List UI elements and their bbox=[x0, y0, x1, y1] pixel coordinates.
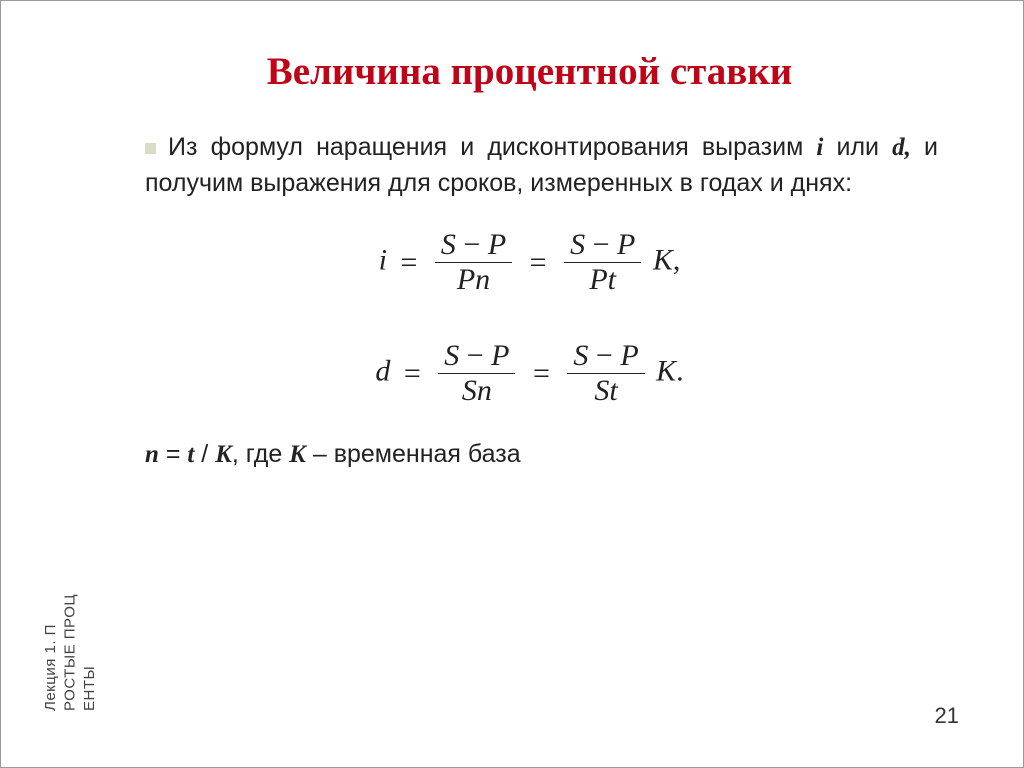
f2-frac2-den: St bbox=[567, 374, 644, 406]
f2-frac2: S − P St bbox=[567, 341, 644, 406]
bullet-icon bbox=[145, 143, 156, 154]
f1-frac2-num-op: − bbox=[593, 228, 610, 261]
f1-frac2-num-a: S bbox=[570, 228, 585, 261]
formula-i: i = S − P Pn = S − P Pt K, bbox=[121, 230, 938, 295]
slide-title: Величина процентной ставки bbox=[121, 49, 938, 94]
f1-punct: , bbox=[673, 243, 681, 276]
note-slash: / bbox=[194, 440, 215, 468]
f2-frac1-num-op: − bbox=[467, 339, 484, 372]
note-K: K bbox=[215, 441, 232, 468]
var-d: d, bbox=[892, 134, 911, 161]
f2-punct: . bbox=[676, 354, 684, 387]
f1-frac1-num-a: S bbox=[441, 228, 456, 261]
f1-frac1: S − P Pn bbox=[435, 230, 512, 295]
f2-frac2-num: S − P bbox=[567, 341, 644, 374]
formula-d: d = S − P Sn = S − P St K. bbox=[121, 341, 938, 406]
f2-frac1-den: Sn bbox=[438, 374, 515, 406]
note-rest-pre: , где bbox=[232, 440, 289, 468]
note-n: n bbox=[145, 441, 159, 468]
f1-frac1-num-op: − bbox=[463, 228, 480, 261]
f1-frac2-num-b: P bbox=[617, 228, 635, 261]
f2-frac1-num-a: S bbox=[444, 339, 459, 372]
f1-eq1: = bbox=[394, 246, 423, 279]
side-label: Лекция 1. П РОСТЫЕ ПРОЦ ЕНТЫ bbox=[41, 594, 75, 711]
f2-tail: K bbox=[656, 354, 676, 387]
f1-frac1-den: Pn bbox=[435, 263, 512, 295]
f2-eq1: = bbox=[398, 357, 427, 390]
f2-frac1: S − P Sn bbox=[438, 341, 515, 406]
f1-frac1-num: S − P bbox=[435, 230, 512, 263]
paragraph-text-1: Из формул наращения и дисконтирования вы… bbox=[168, 133, 816, 161]
f2-eq2: = bbox=[527, 357, 556, 390]
page-number: 21 bbox=[935, 703, 959, 729]
slide: Величина процентной ставки Из формул нар… bbox=[0, 0, 1024, 768]
f2-lhs: d bbox=[375, 354, 390, 387]
note-line: n = t / K, где K – временная база bbox=[145, 440, 938, 469]
f1-frac1-num-b: P bbox=[488, 228, 506, 261]
f2-frac1-num-b: P bbox=[491, 339, 509, 372]
f1-frac2: S − P Pt bbox=[564, 230, 641, 295]
body-paragraph: Из формул наращения и дисконтирования вы… bbox=[145, 130, 938, 200]
f2-frac1-num: S − P bbox=[438, 341, 515, 374]
f2-frac2-num-op: − bbox=[596, 339, 613, 372]
f1-tail: K bbox=[653, 243, 673, 276]
note-eq: = bbox=[159, 440, 188, 468]
f1-lhs: i bbox=[379, 243, 387, 276]
f1-frac2-den: Pt bbox=[564, 263, 641, 295]
f2-frac2-num-b: P bbox=[620, 339, 638, 372]
paragraph-or: или bbox=[823, 133, 892, 161]
f2-frac2-num-a: S bbox=[573, 339, 588, 372]
note-K2: K bbox=[289, 441, 306, 468]
f1-eq2: = bbox=[524, 246, 553, 279]
note-rest-post: – временная база bbox=[306, 440, 521, 468]
f1-frac2-num: S − P bbox=[564, 230, 641, 263]
